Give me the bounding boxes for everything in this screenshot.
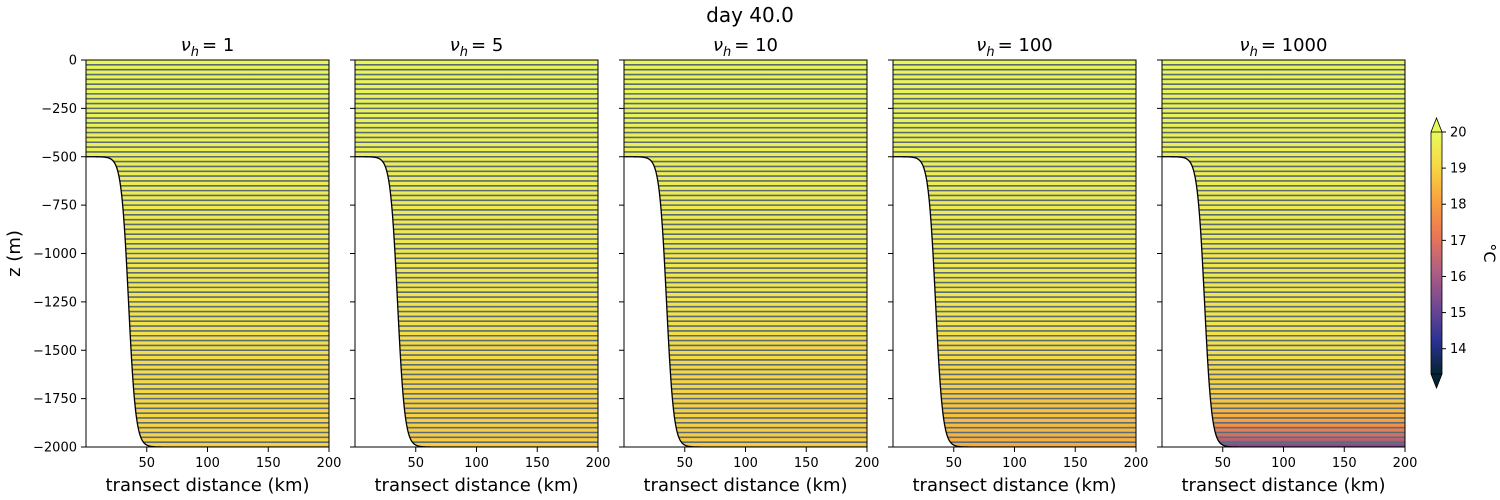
x-tick-label: 150 <box>794 456 819 471</box>
figure-title: day 40.0 <box>706 3 794 27</box>
colorbar-outline <box>1430 132 1443 374</box>
land-mask <box>86 156 329 447</box>
bathymetry-line <box>624 156 867 447</box>
y-tick-label: −1000 <box>33 247 77 262</box>
colorbar-tick-label: 16 <box>1450 270 1467 285</box>
bathymetry-line <box>1162 156 1405 447</box>
y-axis-label: z (m) <box>4 230 25 277</box>
colorbar-extend-max <box>1430 116 1443 133</box>
panel-title-value: = 1 <box>202 35 234 56</box>
panel-plot-area <box>1162 60 1405 447</box>
panel-title: νh = 1 <box>181 35 235 60</box>
x-tick-label: 100 <box>464 456 489 471</box>
panel-title-symbol: ν <box>1240 35 1250 56</box>
panel-title-subscript: h <box>1250 45 1258 60</box>
panel-5: 50 100 150 200 νh = 1000 transect distance (km… <box>1157 35 1417 496</box>
panel-2: 50 100 150 200 νh = 5 transect distance (km) <box>350 35 610 496</box>
panel-4: 50 100 150 200 νh = 100 transect distance (km) <box>888 35 1148 496</box>
colorbar-tick-label: 20 <box>1450 126 1467 141</box>
bathymetry-line <box>355 156 598 447</box>
panel-title-value: = 10 <box>734 35 778 56</box>
x-axis-label: transect distance (km) <box>374 475 578 496</box>
x-tick-label: 150 <box>256 456 281 471</box>
x-tick-label: 200 <box>586 456 611 471</box>
panel-title-subscript: h <box>191 45 199 60</box>
colorbar: 14 15 16 17 18 19 20 °C <box>1430 116 1499 390</box>
x-tick-label: 50 <box>1214 456 1231 471</box>
y-tick-label: 0 <box>69 54 77 69</box>
panel-title-symbol: ν <box>713 35 723 56</box>
x-tick-label: 150 <box>1332 456 1357 471</box>
colorbar-body <box>1431 132 1442 374</box>
land-mask <box>355 156 598 447</box>
panel-title-value: = 5 <box>471 35 503 56</box>
x-tick-label: 100 <box>733 456 758 471</box>
panel-title: νh = 100 <box>976 35 1052 60</box>
panel-title: νh = 10 <box>713 35 778 60</box>
x-axis-label: transect distance (km) <box>105 475 309 496</box>
panel-plot-area <box>624 60 867 447</box>
x-tick-label: 50 <box>407 456 424 471</box>
panel-3: 50 100 150 200 νh = 10 transect distance (km) <box>619 35 879 496</box>
panel-plot-area <box>86 60 329 447</box>
colorbar-extend-min <box>1430 373 1443 390</box>
land-mask <box>1162 156 1405 447</box>
y-tick-label: −250 <box>41 102 77 117</box>
panel-plot-area <box>893 60 1136 447</box>
x-tick-label: 200 <box>1124 456 1149 471</box>
x-tick-label: 200 <box>855 456 880 471</box>
panel-plot-area <box>355 60 598 447</box>
x-axis-label: transect distance (km) <box>912 475 1116 496</box>
panel-title-subscript: h <box>460 45 468 60</box>
x-tick-label: 100 <box>1271 456 1296 471</box>
panel-title-symbol: ν <box>181 35 191 56</box>
y-tick-label: −1250 <box>33 295 77 310</box>
y-tick-label: −750 <box>41 199 77 214</box>
x-tick-label: 150 <box>525 456 550 471</box>
panel-title-symbol: ν <box>976 35 986 56</box>
panels: 50 100 150 200 0 −250 −500 −750 −1000 −1250 −1500 −… <box>4 35 1417 496</box>
x-tick-label: 150 <box>1063 456 1088 471</box>
colorbar-tick-label: 19 <box>1450 162 1467 177</box>
bathymetry-line <box>893 156 1136 447</box>
contour-lines <box>893 64 1136 443</box>
x-tick-label: 100 <box>195 456 220 471</box>
x-axis-label: transect distance (km) <box>1181 475 1385 496</box>
y-tick-label: −1750 <box>33 392 77 407</box>
panel-title: νh = 1000 <box>1240 35 1328 60</box>
contour-lines <box>1162 64 1405 443</box>
panel-title-value: = 1000 <box>1261 35 1328 56</box>
x-tick-label: 50 <box>945 456 962 471</box>
y-tick-label: −500 <box>41 150 77 165</box>
panel-1: 50 100 150 200 0 −250 −500 −750 −1000 −1250 −1500 −… <box>33 35 341 496</box>
colorbar-tick-label: 18 <box>1450 198 1467 213</box>
y-tick-label: −2000 <box>33 441 77 456</box>
panel-title-subscript: h <box>723 45 731 60</box>
x-tick-label: 50 <box>676 456 693 471</box>
bathymetry-line <box>86 156 329 447</box>
y-tick-label: −1500 <box>33 344 77 359</box>
panel-title: νh = 5 <box>450 35 504 60</box>
x-tick-label: 200 <box>317 456 342 471</box>
colorbar-tick-label: 14 <box>1450 342 1467 357</box>
panel-title-symbol: ν <box>450 35 460 56</box>
x-tick-label: 50 <box>138 456 155 471</box>
colorbar-tick-label: 15 <box>1450 306 1467 321</box>
x-tick-label: 100 <box>1002 456 1027 471</box>
colorbar-label: °C <box>1480 243 1499 262</box>
land-mask <box>893 156 1136 447</box>
x-tick-label: 200 <box>1393 456 1418 471</box>
colorbar-tick-label: 17 <box>1450 234 1467 249</box>
x-axis-label: transect distance (km) <box>643 475 847 496</box>
land-mask <box>624 156 867 447</box>
panel-title-subscript: h <box>986 45 994 60</box>
panel-title-value: = 100 <box>998 35 1053 56</box>
